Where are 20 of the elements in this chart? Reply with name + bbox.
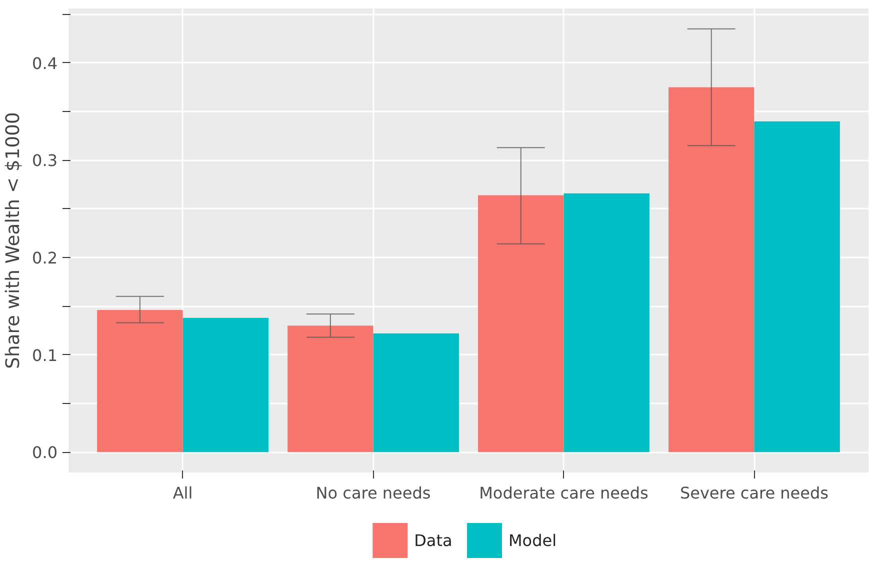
bar (478, 195, 564, 452)
x-tick-label: Severe care needs (680, 484, 828, 502)
x-tick-label: No care needs (316, 484, 431, 502)
legend-label: Model (508, 531, 557, 550)
bar (288, 326, 374, 452)
bar (668, 87, 754, 452)
y-tick-label: 0.4 (32, 54, 58, 73)
y-tick-label: 0.2 (32, 248, 58, 268)
x-tick-label: Moderate care needs (479, 484, 648, 502)
bar (564, 193, 650, 452)
y-tick-label: 0.0 (32, 443, 58, 462)
bar (754, 121, 840, 452)
bar (373, 333, 459, 452)
bar (97, 310, 183, 452)
bar (182, 318, 268, 452)
x-tick-label: All (172, 484, 193, 502)
legend-label: Data (414, 531, 452, 550)
y-tick-label: 0.1 (32, 346, 58, 365)
y-tick-label: 0.3 (32, 151, 58, 170)
y-axis-title: Share with Wealth < $1000 (3, 112, 24, 369)
